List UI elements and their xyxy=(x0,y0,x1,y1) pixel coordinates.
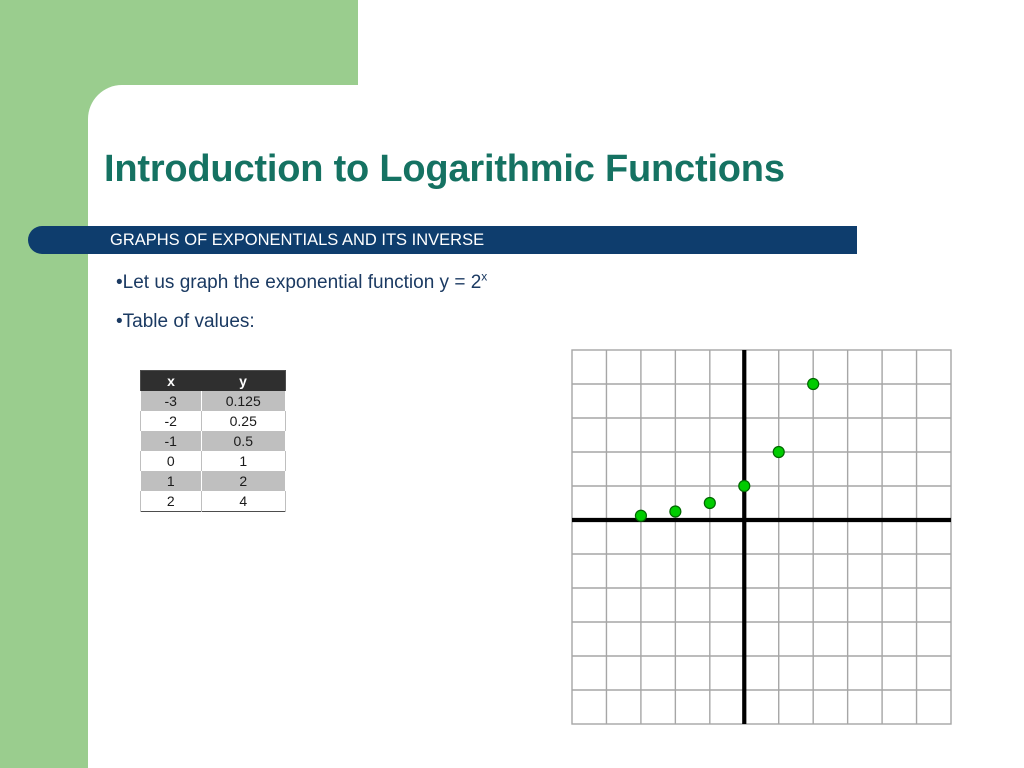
table-of-values: x y -3 0.125 -2 0.25 -1 0.5 0 1 1 xyxy=(140,370,286,512)
exponent-superscript: x xyxy=(481,269,488,284)
cell-y: 0.25 xyxy=(200,411,286,431)
bullet-text: Table of values: xyxy=(122,311,255,332)
page-title: Introduction to Logarithmic Functions xyxy=(104,148,785,190)
cell-x: -1 xyxy=(140,431,202,451)
table-row: 0 1 xyxy=(140,451,286,471)
exponential-graph xyxy=(571,349,952,725)
graph-svg xyxy=(571,349,952,725)
graph-border xyxy=(571,349,952,725)
table-header-row: x y xyxy=(140,370,286,391)
cell-x: 0 xyxy=(140,451,202,471)
bullet-item-2: •Table of values: xyxy=(116,311,255,333)
data-point xyxy=(807,377,820,391)
table-row: -2 0.25 xyxy=(140,411,286,431)
cell-x: -2 xyxy=(140,411,202,431)
section-banner: GRAPHS OF EXPONENTIALS AND ITS INVERSE xyxy=(28,226,857,254)
green-left-strip xyxy=(0,0,88,768)
table-row: -1 0.5 xyxy=(140,431,286,451)
data-point xyxy=(669,505,682,518)
cell-y: 0.5 xyxy=(200,431,286,451)
data-point xyxy=(634,509,648,522)
bullet-text: Let us graph the exponential function y … xyxy=(122,272,482,293)
cell-x: -3 xyxy=(140,391,202,411)
cell-y: 4 xyxy=(200,491,286,512)
bullet-item-1: •Let us graph the exponential function y… xyxy=(116,269,488,294)
cell-x: 2 xyxy=(140,491,202,512)
cell-y: 2 xyxy=(200,471,286,491)
table-row: -3 0.125 xyxy=(140,391,286,411)
column-header-x: x xyxy=(140,370,201,391)
bullet-marker: • xyxy=(116,311,123,332)
column-header-y: y xyxy=(201,370,286,391)
data-point xyxy=(703,496,716,510)
data-point xyxy=(772,445,785,459)
table-row: 1 2 xyxy=(140,471,286,491)
table-row: 2 4 xyxy=(140,491,286,512)
section-banner-label: GRAPHS OF EXPONENTIALS AND ITS INVERSE xyxy=(110,231,485,249)
data-point xyxy=(738,479,751,493)
cell-y: 1 xyxy=(200,451,286,471)
bullet-marker: • xyxy=(116,272,123,293)
cell-x: 1 xyxy=(140,471,202,491)
cell-y: 0.125 xyxy=(200,391,286,411)
